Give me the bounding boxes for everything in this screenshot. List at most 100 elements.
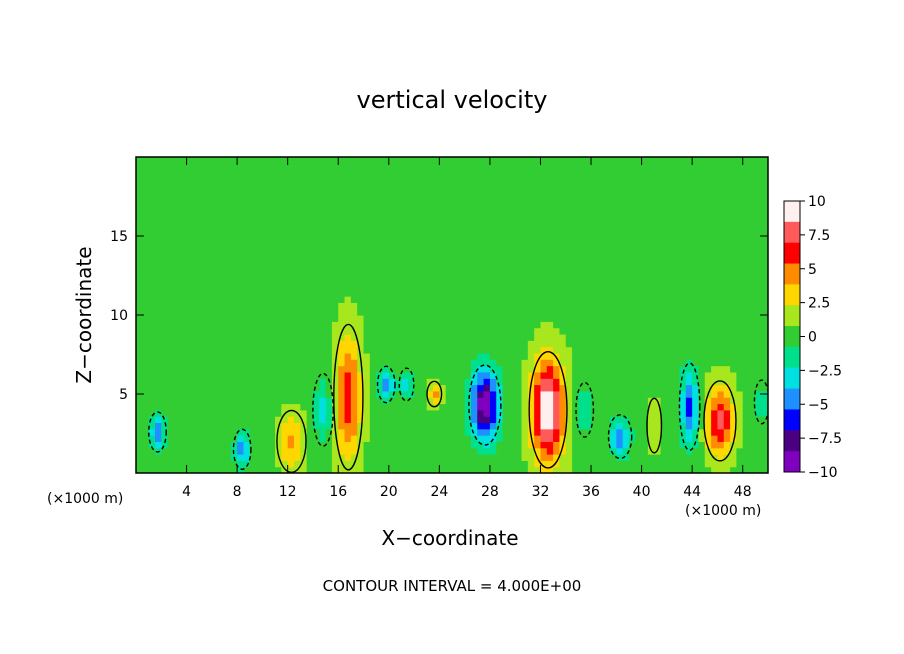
heatmap-cell <box>148 359 156 367</box>
heatmap-cell <box>382 460 390 468</box>
heatmap-cell <box>249 454 257 461</box>
heatmap-cell <box>527 428 535 436</box>
heatmap-cell <box>357 447 365 455</box>
heatmap-cell <box>717 352 725 360</box>
heatmap-cell <box>635 232 643 240</box>
heatmap-cell <box>685 213 693 221</box>
heatmap-cell <box>546 157 554 164</box>
heatmap-cell <box>363 346 371 354</box>
heatmap-field <box>136 157 768 473</box>
heatmap-cell <box>420 251 428 259</box>
heatmap-cell <box>616 346 624 354</box>
heatmap-cell <box>167 371 175 379</box>
heatmap-cell <box>230 201 238 209</box>
heatmap-cell <box>363 258 371 266</box>
heatmap-cell <box>420 283 428 291</box>
heatmap-cell <box>635 296 643 303</box>
heatmap-cell <box>180 213 188 221</box>
heatmap-cell <box>521 315 529 322</box>
heatmap-cell <box>464 239 472 247</box>
heatmap-cell <box>224 188 232 196</box>
heatmap-cell <box>452 365 459 373</box>
heatmap-cell <box>628 441 636 449</box>
heatmap-cell <box>211 188 219 196</box>
heatmap-cell <box>521 378 529 386</box>
heatmap-cell <box>350 188 358 196</box>
heatmap-cell <box>502 308 510 316</box>
heatmap-cell <box>433 207 440 215</box>
heatmap-cell <box>376 226 384 234</box>
heatmap-cell <box>363 232 371 240</box>
heatmap-cell <box>527 403 535 411</box>
heatmap-cell <box>312 441 320 449</box>
heatmap-cell <box>527 454 535 461</box>
heatmap-cell <box>426 188 434 196</box>
heatmap-cell <box>350 232 358 240</box>
heatmap-cell <box>717 182 725 190</box>
heatmap-cell <box>565 213 573 221</box>
heatmap-cell <box>262 422 270 430</box>
heatmap-cell <box>142 327 150 335</box>
heatmap-cell <box>319 182 327 190</box>
heatmap-cell <box>622 270 630 278</box>
heatmap-cell <box>294 201 301 209</box>
heatmap-cell <box>559 226 567 234</box>
heatmap-cell <box>578 232 586 240</box>
heatmap-cell <box>742 194 750 202</box>
heatmap-cell <box>723 460 731 468</box>
heatmap-cell <box>199 251 207 259</box>
heatmap-cell <box>211 169 219 177</box>
heatmap-cell <box>445 201 453 209</box>
heatmap-cell <box>679 289 687 297</box>
heatmap-cell <box>673 188 681 196</box>
heatmap-cell <box>230 220 238 228</box>
heatmap-cell <box>622 403 630 411</box>
heatmap-cell <box>540 416 548 424</box>
heatmap-cell <box>426 403 434 411</box>
heatmap-cell <box>211 182 219 190</box>
heatmap-cell <box>249 346 257 354</box>
heatmap-cell <box>742 340 750 348</box>
heatmap-cell <box>730 315 737 322</box>
heatmap-cell <box>749 390 756 398</box>
heatmap-cell <box>610 277 617 284</box>
heatmap-cell <box>388 207 396 215</box>
heatmap-cell <box>262 302 270 310</box>
heatmap-cell <box>603 428 611 436</box>
heatmap-cell <box>230 315 238 322</box>
heatmap-cell <box>224 277 232 284</box>
heatmap-cell <box>243 169 251 177</box>
heatmap-cell <box>218 315 226 322</box>
heatmap-cell <box>243 270 251 278</box>
heatmap-cell <box>628 327 636 335</box>
heatmap-cell <box>281 340 289 348</box>
heatmap-cell <box>666 428 674 436</box>
heatmap-cell <box>673 384 681 392</box>
heatmap-cell <box>205 296 213 303</box>
heatmap-cell <box>717 454 725 461</box>
heatmap-cell <box>597 251 605 259</box>
heatmap-cell <box>262 251 270 259</box>
heatmap-cell <box>199 466 207 473</box>
heatmap-cell <box>148 245 156 253</box>
heatmap-cell <box>363 182 371 190</box>
heatmap-cell <box>230 258 238 266</box>
heatmap-cell <box>136 340 143 348</box>
heatmap-cell <box>616 239 624 247</box>
heatmap-cell <box>218 435 226 442</box>
heatmap-cell <box>148 460 156 468</box>
heatmap-cell <box>388 188 396 196</box>
heatmap-cell <box>306 169 314 177</box>
heatmap-cell <box>546 422 554 430</box>
heatmap-cell <box>350 194 358 202</box>
heatmap-cell <box>363 409 371 417</box>
heatmap-cell <box>205 308 213 316</box>
heatmap-cell <box>730 188 737 196</box>
heatmap-cell <box>161 258 169 266</box>
heatmap-cell <box>711 365 719 373</box>
heatmap-cell <box>243 466 251 473</box>
heatmap-cell <box>275 416 282 424</box>
heatmap-cell <box>647 220 655 228</box>
heatmap-cell <box>180 239 188 247</box>
heatmap-cell <box>692 460 700 468</box>
